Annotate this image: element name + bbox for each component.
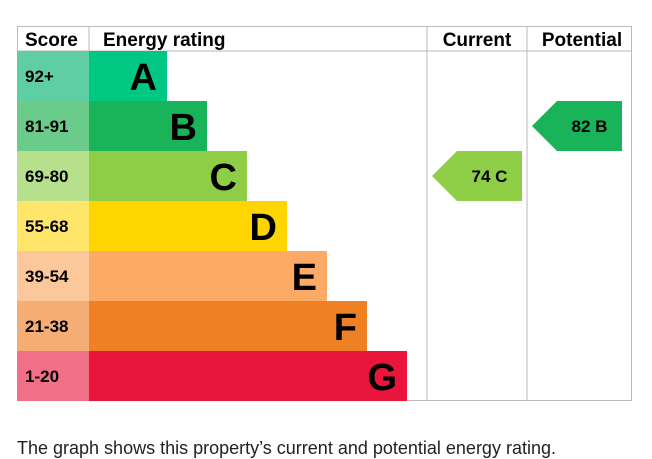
score-label-b: 81-91 — [25, 117, 68, 136]
energy-rating-chart: Score Energy rating Current Potential 92… — [17, 26, 632, 401]
rating-bar-g — [89, 351, 407, 401]
energy-rating-graph: Score Energy rating Current Potential 92… — [17, 26, 632, 401]
rating-bar-a — [89, 51, 167, 101]
score-label-c: 69-80 — [25, 167, 68, 186]
rating-letter-a: A — [130, 57, 157, 99]
header-potential: Potential — [542, 30, 622, 51]
score-label-d: 55-68 — [25, 217, 68, 236]
rating-bar-d — [89, 201, 287, 251]
score-cell-d — [17, 201, 89, 251]
rating-bar-b — [89, 101, 207, 151]
rating-letter-d: D — [250, 207, 277, 249]
header-score: Score — [25, 30, 78, 51]
rating-indicators: 74 C 82 B — [432, 101, 622, 201]
score-cell-a — [17, 51, 89, 101]
rating-bar-f — [89, 301, 367, 351]
rating-bar-e — [89, 251, 327, 301]
score-label-a: 92+ — [25, 67, 54, 86]
rating-letter-f: F — [334, 307, 357, 349]
header-energy-rating: Energy rating — [103, 30, 225, 51]
potential-rating-label: 82 B — [572, 117, 608, 136]
score-cell-f — [17, 301, 89, 351]
rating-letter-g: G — [367, 357, 397, 399]
score-cell-g — [17, 351, 89, 401]
potential-rating-arrow — [532, 101, 622, 151]
score-cell-c — [17, 151, 89, 201]
score-cell-b — [17, 101, 89, 151]
rating-letter-c: C — [210, 157, 237, 199]
current-rating-label: 74 C — [472, 167, 508, 186]
rating-letter-e: E — [292, 257, 317, 299]
rating-bands: 92+ A 81-91 B 69-80 C 55-68 D 39-54 E 21-38 F 1-20 G — [17, 51, 407, 401]
header-current: Current — [443, 30, 512, 51]
score-cell-e — [17, 251, 89, 301]
score-label-e: 39-54 — [25, 267, 69, 286]
score-label-f: 21-38 — [25, 317, 68, 336]
current-rating-arrow — [432, 151, 522, 201]
rating-bar-c — [89, 151, 247, 201]
score-label-g: 1-20 — [25, 367, 59, 386]
rating-letter-b: B — [170, 107, 197, 149]
